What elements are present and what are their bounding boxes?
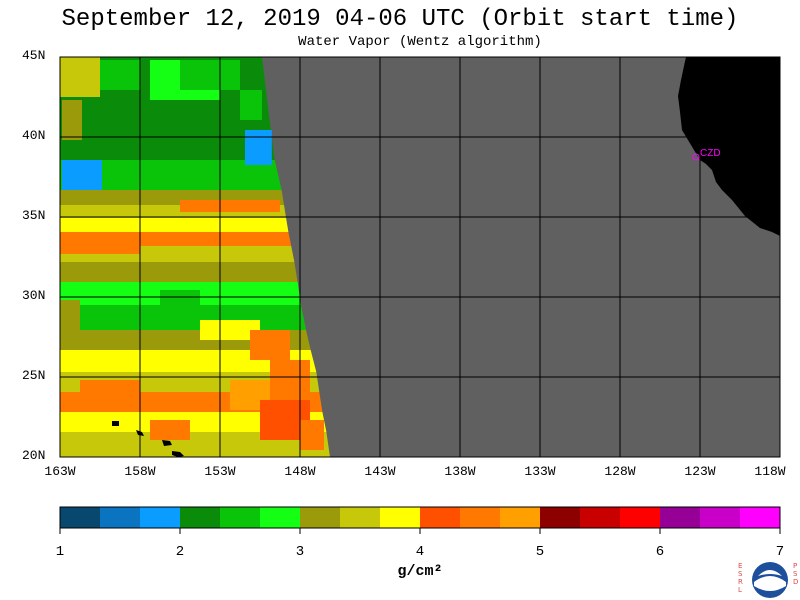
map-subtitle: Water Vapor (Wentz algorithm) xyxy=(298,34,542,50)
lat-label: 40N xyxy=(22,128,46,143)
colorbar-swatch xyxy=(540,507,580,528)
vapor-patch xyxy=(180,200,280,212)
colorbar xyxy=(59,506,781,534)
vapor-patch xyxy=(270,360,310,400)
colorbar-swatch xyxy=(300,507,340,528)
colorbar-swatch xyxy=(100,507,140,528)
vapor-band xyxy=(60,120,275,160)
colorbar-swatch xyxy=(420,507,460,528)
vapor-patch xyxy=(245,130,272,165)
lat-label: 30N xyxy=(22,288,46,303)
map-title: September 12, 2019 04-06 UTC (Orbit star… xyxy=(61,6,739,33)
colorbar-swatch xyxy=(460,507,500,528)
lat-label: 45N xyxy=(22,48,46,63)
colorbar-tick-label: 1 xyxy=(55,544,65,560)
lon-label: 163W xyxy=(44,464,76,479)
vapor-patch xyxy=(200,320,260,340)
map-frame xyxy=(59,56,781,458)
colorbar-swatch xyxy=(660,507,700,528)
lon-label: 133W xyxy=(524,464,556,479)
colorbar-swatch xyxy=(500,507,540,528)
lon-label: 128W xyxy=(604,464,636,479)
vapor-patch xyxy=(160,290,200,310)
colorbar-swatch xyxy=(140,507,180,528)
lat-lon-grid xyxy=(60,57,780,457)
island-kauai xyxy=(112,421,119,426)
lon-label: 123W xyxy=(684,464,716,479)
lon-label: 158W xyxy=(124,464,156,479)
colorbar-tick-label: 4 xyxy=(415,544,425,560)
vapor-patch xyxy=(250,330,290,360)
vapor-patch xyxy=(62,160,102,190)
vapor-patch xyxy=(62,100,82,140)
colorbar-units: g/cm² xyxy=(397,563,443,580)
vapor-patch xyxy=(80,380,140,410)
island-hawaii xyxy=(172,451,184,457)
colorbar-swatch xyxy=(180,507,220,528)
colorbar-swatch xyxy=(60,507,100,528)
land-mass xyxy=(678,57,780,236)
colorbar-swatch xyxy=(260,507,300,528)
colorbar-tick-label: 5 xyxy=(535,544,545,560)
colorbar-swatch xyxy=(620,507,660,528)
vapor-patch xyxy=(150,420,190,440)
vapor-patch xyxy=(180,60,240,90)
colorbar-tick-label: 6 xyxy=(655,544,665,560)
colorbar-swatch xyxy=(340,507,380,528)
station-label: CZD xyxy=(700,148,721,159)
vapor-patch xyxy=(240,90,262,120)
satellite-swath xyxy=(60,57,330,457)
lon-label: 118W xyxy=(754,464,786,479)
colorbar-tick-label: 2 xyxy=(175,544,185,560)
colorbar-tick-label: 3 xyxy=(295,544,305,560)
noaa-emblem-icon xyxy=(752,562,788,598)
vapor-band xyxy=(60,412,327,432)
vapor-patch xyxy=(100,60,140,90)
colorbar-swatch xyxy=(380,507,420,528)
island-maui xyxy=(162,440,172,446)
vapor-patch xyxy=(60,240,140,254)
vapor-band xyxy=(60,160,282,190)
lat-label: 25N xyxy=(22,368,46,383)
colorbar-swatch xyxy=(580,507,620,528)
lon-label: 153W xyxy=(204,464,236,479)
station-circle-icon xyxy=(692,153,700,161)
colorbar-tick-label: 7 xyxy=(775,544,785,560)
vapor-patch xyxy=(60,57,100,97)
colorbar-swatch xyxy=(740,507,780,528)
lon-label: 138W xyxy=(444,464,476,479)
lon-label: 143W xyxy=(364,464,396,479)
lat-label: 20N xyxy=(22,448,46,463)
colorbar-swatch xyxy=(700,507,740,528)
vapor-patch xyxy=(60,300,80,330)
vapor-patch xyxy=(300,420,324,450)
lon-label: 148W xyxy=(284,464,316,479)
colorbar-swatch xyxy=(220,507,260,528)
vapor-band xyxy=(60,218,289,232)
vapor-band xyxy=(60,262,298,282)
station-marker-czd: CZD xyxy=(692,148,721,161)
lat-label: 35N xyxy=(22,208,46,223)
